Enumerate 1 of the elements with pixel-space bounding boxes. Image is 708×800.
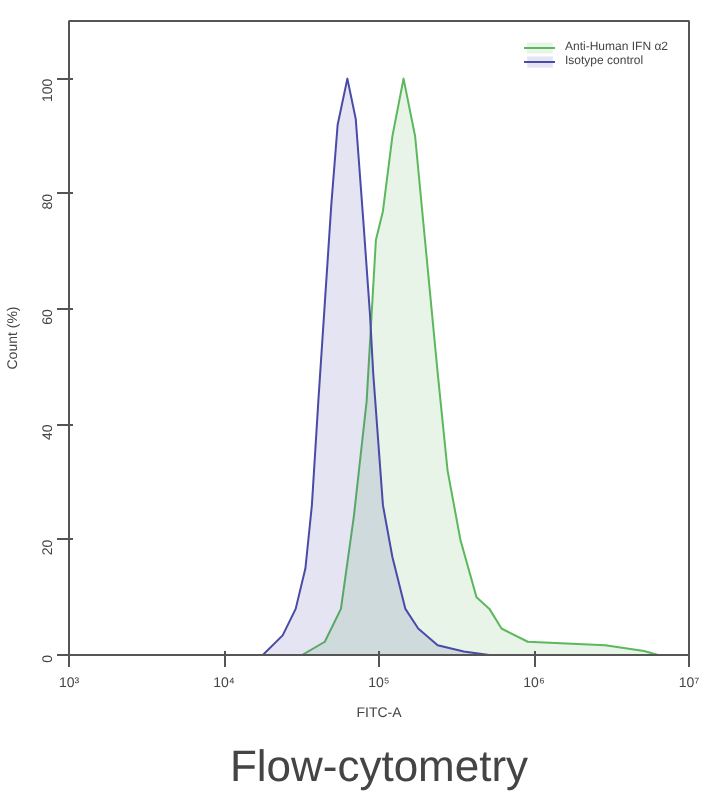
text: Flow-cytometry	[229, 741, 529, 791]
